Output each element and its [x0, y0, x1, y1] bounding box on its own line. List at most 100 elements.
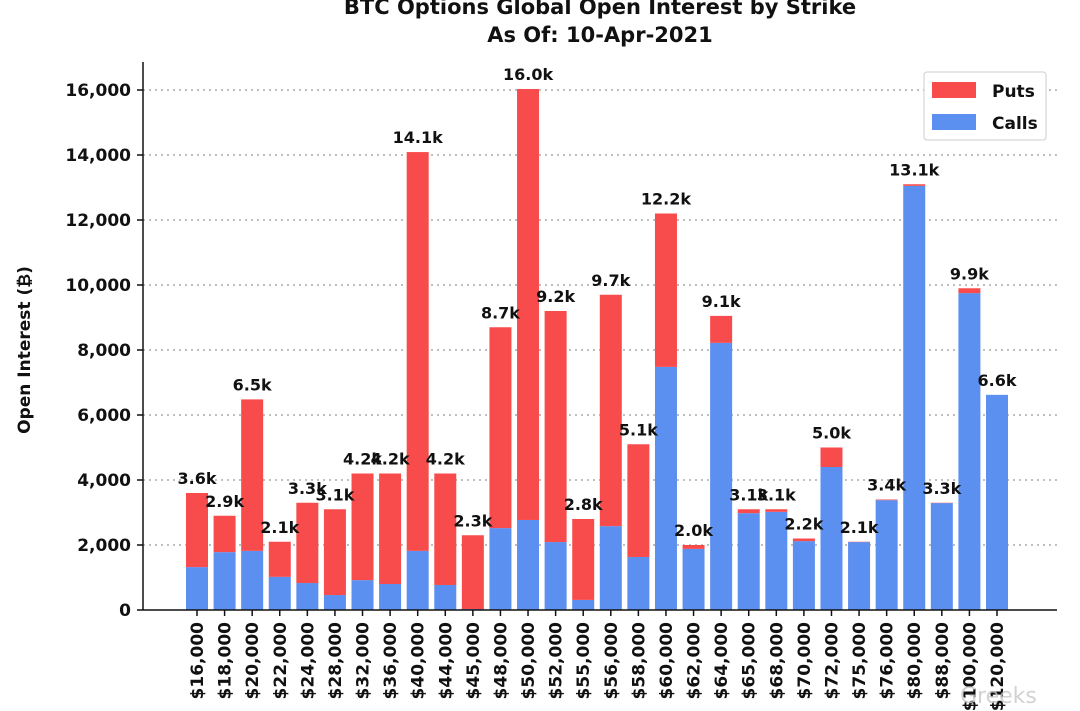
x-tick-label: $45,000 — [464, 622, 484, 700]
bar-calls — [654, 366, 677, 610]
bar-calls — [544, 542, 567, 610]
y-tick-label: 12,000 — [65, 211, 131, 231]
bar-puts — [213, 515, 236, 553]
y-axis-label: Open Interest (₿) — [15, 266, 35, 434]
bar-calls — [517, 519, 540, 610]
bar-calls — [351, 580, 374, 610]
x-tick-label: $100,000 — [960, 622, 980, 711]
bar-calls — [323, 595, 346, 610]
x-tick-label: $120,000 — [988, 622, 1008, 711]
bar-puts — [323, 509, 346, 596]
y-tick-label: 6,000 — [77, 406, 131, 426]
x-tick-label: $18,000 — [216, 622, 236, 700]
x-tick-label: $24,000 — [298, 622, 318, 700]
data-label: 3.1k — [757, 485, 796, 504]
bar-calls — [296, 583, 319, 610]
x-tick-label: $32,000 — [354, 622, 374, 700]
bar-calls — [820, 467, 843, 610]
bar-puts — [737, 509, 760, 514]
x-tick-label: $20,000 — [243, 622, 263, 700]
bar-calls — [268, 576, 291, 610]
y-tick-label: 10,000 — [65, 276, 131, 296]
data-label: 9.1k — [702, 292, 741, 311]
x-tick-label: $52,000 — [547, 622, 567, 700]
bar-calls — [710, 342, 733, 610]
data-label: 12.2k — [641, 190, 691, 209]
legend-label-calls: Calls — [992, 114, 1038, 134]
y-tick-label: 2,000 — [77, 536, 131, 556]
y-tick-label: 16,000 — [65, 81, 131, 101]
bar-calls — [627, 557, 650, 610]
legend-swatch-puts — [932, 82, 976, 98]
data-label: 2.2k — [784, 515, 823, 534]
bar-puts — [544, 311, 567, 543]
data-label: 6.6k — [978, 371, 1017, 390]
bar-calls — [379, 584, 402, 610]
legend-swatch-calls — [932, 114, 976, 130]
bar-puts — [599, 294, 622, 527]
data-label: 2.1k — [260, 518, 299, 537]
bar-calls — [489, 528, 512, 610]
bar-puts — [241, 399, 264, 551]
data-label: 3.3k — [288, 479, 327, 498]
chart-title: BTC Options Global Open Interest by Stri… — [344, 0, 856, 19]
bar-puts — [903, 184, 926, 186]
bar-puts — [958, 288, 981, 294]
bar-calls — [792, 541, 815, 610]
x-tick-label: $55,000 — [574, 622, 594, 700]
bar-puts — [765, 509, 788, 512]
x-tick-label: $70,000 — [795, 622, 815, 700]
data-label: 4.2k — [343, 450, 382, 469]
bar-puts — [379, 473, 402, 584]
data-label: 2.8k — [564, 495, 603, 514]
bar-puts — [489, 327, 512, 529]
bar-puts — [461, 535, 484, 610]
x-tick-label: $64,000 — [712, 622, 732, 700]
bar-calls — [599, 526, 622, 610]
data-label: 2.1k — [840, 518, 879, 537]
bar-calls — [875, 500, 898, 610]
data-label: 6.5k — [233, 375, 272, 394]
legend-label-puts: Puts — [992, 82, 1035, 102]
data-label: 9.2k — [536, 287, 575, 306]
x-tick-label: $16,000 — [188, 622, 208, 700]
data-label: 3.6k — [178, 469, 217, 488]
data-label: 8.7k — [481, 303, 520, 322]
bar-calls — [406, 550, 429, 610]
x-tick-label: $76,000 — [878, 622, 898, 700]
data-label: 5.0k — [812, 424, 851, 443]
data-label: 2.0k — [674, 521, 713, 540]
bar-calls — [903, 185, 926, 610]
bar-calls — [572, 599, 595, 610]
bar-puts — [682, 545, 705, 549]
bar-puts — [654, 213, 677, 367]
bar-puts — [572, 519, 595, 600]
y-tick-label: 4,000 — [77, 471, 131, 491]
bar-calls — [958, 293, 981, 610]
bar-puts — [710, 315, 733, 343]
data-label: 16.0k — [503, 65, 553, 84]
data-label: 9.7k — [591, 271, 630, 290]
data-label: 2.3k — [453, 511, 492, 530]
data-label: 3.4k — [867, 476, 906, 495]
bar-puts — [875, 499, 898, 501]
y-tick-label: 0 — [119, 601, 131, 621]
chart-subtitle: As Of: 10-Apr-2021 — [487, 23, 713, 47]
x-tick-label: $40,000 — [409, 622, 429, 700]
x-tick-label: $80,000 — [905, 622, 925, 700]
data-label: 4.2k — [426, 450, 465, 469]
bar-puts — [434, 473, 457, 585]
x-tick-label: $22,000 — [271, 622, 291, 700]
bar-puts — [296, 502, 319, 584]
x-tick-label: $50,000 — [519, 622, 539, 700]
bar-puts — [186, 493, 208, 568]
x-tick-label: $60,000 — [657, 622, 677, 700]
bar-calls — [682, 548, 705, 610]
x-tick-label: $65,000 — [740, 622, 760, 700]
bar-calls — [241, 550, 264, 610]
data-label: 9.9k — [950, 264, 989, 283]
bar-calls — [930, 503, 953, 610]
data-label: 3.1k — [729, 485, 768, 504]
data-label: 5.1k — [619, 420, 658, 439]
